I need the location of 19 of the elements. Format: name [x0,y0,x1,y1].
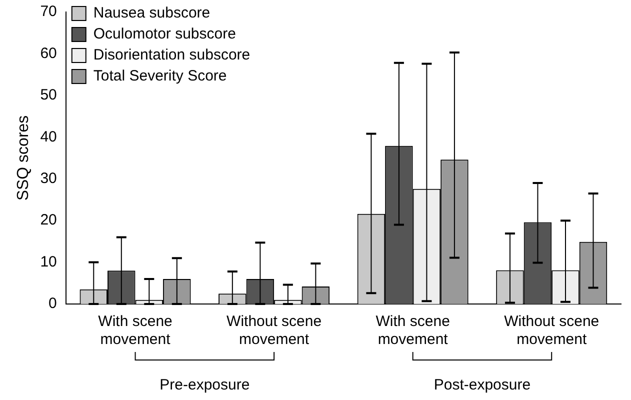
text: Pre-exposure [160,376,250,394]
y-tick-label: 0 [48,295,57,312]
y-tick-label: 20 [40,212,57,229]
legend-label: Total Severity Score [93,68,227,85]
legend-label: Disorientation subscore [93,46,250,64]
y-tick-label: 40 [40,128,57,146]
y-axis-title: SSQ scores [15,115,32,201]
y-tick-label: 70 [40,3,57,20]
y-tick-label: 30 [40,170,57,187]
text: Post-exposure [434,376,531,394]
x-tick-label: Without scene movement [226,313,322,348]
legend-label: Nausea subscore [93,4,210,22]
y-tick-label: 10 [40,253,57,270]
legend-label: Oculomotor subscore [93,26,236,43]
y-tick-label: 50 [40,86,57,104]
y-tick-label: 60 [40,44,57,62]
x-tick-label: Without scene movement [504,313,600,348]
x-tick-label: With scene movement [376,313,450,348]
x-tick-label: With scene movement [98,313,172,348]
